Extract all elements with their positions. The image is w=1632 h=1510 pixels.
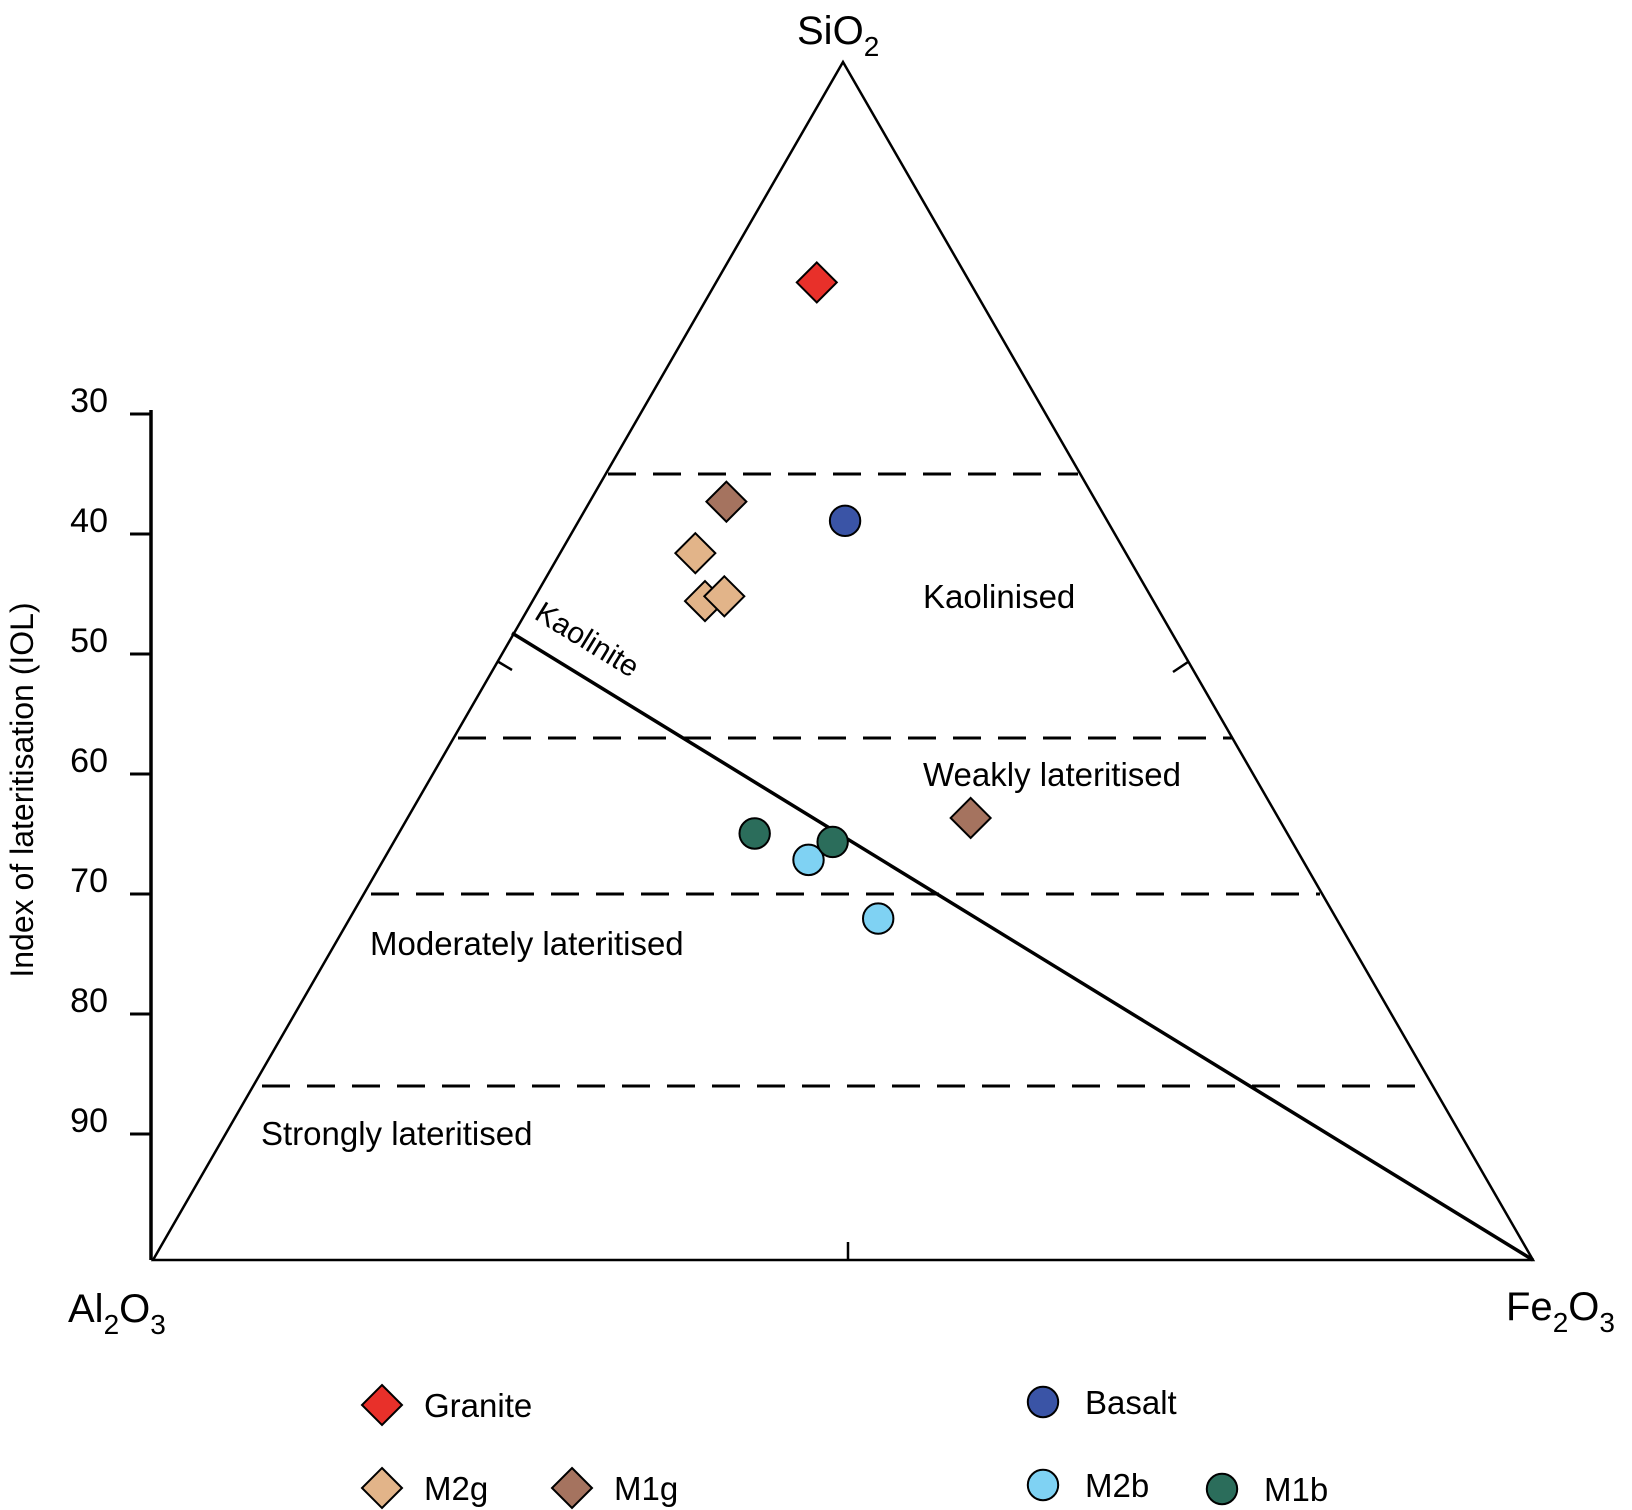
data-point-m1g: [949, 796, 993, 840]
zone-label: Moderately lateritised: [370, 925, 684, 962]
chart-labels: Kaolinite 30 40 50 60 70 80 90 Index of lateriti…: [4, 9, 1615, 1340]
legend-marker-basalt: [1026, 1385, 1060, 1419]
chart-lines: [130, 59, 1536, 1262]
legend-marker-m2g: [360, 1466, 404, 1510]
kaolinite-line: [511, 631, 1534, 1262]
iol-axis-title: Index of lateritisation (IOL): [4, 602, 40, 977]
apex-fe2o3-label: Fe2​O3​: [1506, 1285, 1615, 1338]
data-point-granite: [795, 261, 839, 304]
legend-label-granite: Granite: [424, 1387, 532, 1424]
data-point-m2b: [861, 902, 895, 935]
left-mid-tick: [496, 659, 513, 672]
data-point-m1b: [816, 825, 849, 859]
legend-label-m2g: M2g: [424, 1470, 488, 1507]
legend-label-m1b: M1b: [1264, 1471, 1328, 1508]
apex-al2o3-label: Al2​O3​: [68, 1287, 166, 1340]
legend-label-m2b: M2b: [1085, 1467, 1149, 1504]
data-point-m2b: [792, 843, 825, 877]
legend-marker-m1b: [1205, 1472, 1239, 1506]
iol-tick-label: 80: [70, 982, 108, 1020]
iol-tick-label: 70: [70, 862, 108, 900]
chart-points: [673, 261, 993, 935]
iol-tick-label: 40: [70, 502, 108, 540]
apex-sio2-label: SiO2​: [797, 9, 879, 62]
data-point-m1b: [738, 817, 771, 850]
data-point-basalt: [828, 504, 862, 538]
iol-tick-label: 50: [70, 622, 108, 660]
legend-label-m1g: M1g: [614, 1470, 678, 1507]
data-point-m2g: [673, 531, 717, 575]
kaolinite-label: Kaolinite: [529, 596, 644, 684]
ternary-triangle: [150, 59, 1536, 1262]
iol-tick-label: 30: [70, 382, 108, 420]
legend-marker-granite: [360, 1383, 404, 1427]
data-point-m1g: [704, 480, 748, 524]
zone-label: Weakly lateritised: [923, 756, 1181, 793]
zone-label: Kaolinised: [923, 578, 1075, 615]
legend-marker-m2b: [1026, 1468, 1060, 1502]
iol-tick-label: 60: [70, 742, 108, 780]
iol-tick-label: 90: [70, 1102, 108, 1140]
legend-label-basalt: Basalt: [1085, 1384, 1177, 1421]
chart-legend: Granite M2g M1g Basalt M2b M1b: [360, 1383, 1328, 1510]
zone-label: Strongly lateritised: [261, 1115, 532, 1152]
right-mid-tick: [1172, 660, 1189, 674]
data-point-m2g: [702, 574, 746, 618]
legend-marker-m1g: [550, 1466, 594, 1510]
